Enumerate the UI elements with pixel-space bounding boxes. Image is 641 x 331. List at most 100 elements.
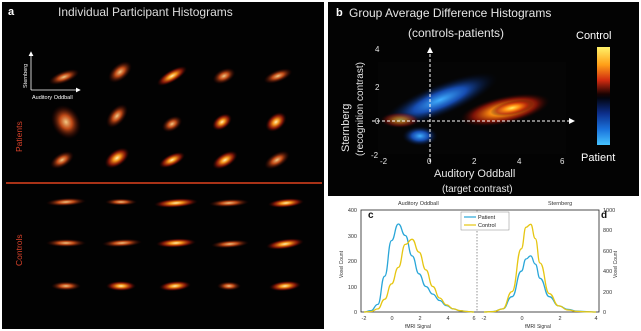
heatmap-negative-blob	[402, 126, 438, 146]
inset-x-axis-label: Auditory Oddball	[32, 95, 73, 101]
panel-d-ylabel: Voxel Count	[613, 250, 619, 278]
panel-b-subtitle: (controls-patients)	[408, 26, 504, 40]
panel-c-ytick: 400	[348, 208, 357, 214]
histogram-blob	[212, 67, 236, 85]
histogram-blob	[104, 147, 130, 169]
legend-patient-label: Patient	[478, 215, 496, 221]
group-label-patients: Patients	[14, 121, 24, 152]
panel-b-xlabel-line1: Auditory Oddball	[434, 168, 515, 180]
panel-d-ytick: 0	[603, 310, 606, 316]
panel-d-yticks: 0 200 400 600 800 1000	[603, 208, 615, 316]
histogram-blob	[265, 112, 287, 132]
group-label-controls: Controls	[14, 234, 24, 266]
histogram-blob	[102, 238, 142, 248]
panel-c-xtick: -2	[362, 316, 367, 322]
panel-b-ytick: 4	[375, 45, 380, 54]
panel-b-xtick: 6	[560, 157, 565, 166]
panel-b-ylabel-line2: (recognition contrast)	[355, 62, 366, 156]
panel-d-ytick: 800	[603, 228, 612, 234]
panel-b-letter: b	[336, 7, 343, 19]
panel-c-xtick: 4	[446, 316, 449, 322]
difference-heatmap	[378, 62, 566, 154]
colorbar-top-label: Control	[576, 30, 611, 42]
histogram-blob	[156, 66, 188, 86]
panel-b-xlabel-line2: (target contrast)	[442, 184, 513, 195]
colorbar	[597, 47, 610, 145]
histogram-blob	[212, 113, 232, 131]
histogram-blob	[264, 150, 290, 170]
histogram-blob	[154, 198, 198, 208]
inset-y-axis-label: Sternberg	[23, 64, 29, 88]
panel-d-control-curve	[483, 223, 597, 313]
panel-d-xtick: 0	[520, 316, 523, 322]
panel-c-yticks: 0 100 200 300 400	[348, 208, 357, 316]
panel-c-letter: c	[368, 210, 374, 221]
panel-c-xtick: 2	[418, 316, 421, 322]
panel-b-ytick: -2	[371, 151, 379, 160]
panel-b-ylabel-line1: Sternberg	[340, 104, 352, 152]
histogram-blob	[209, 198, 249, 208]
histogram-blob	[159, 280, 191, 292]
panel-c-control-curve	[363, 238, 475, 313]
heatmap-positive-core	[490, 99, 534, 117]
histogram-blob	[217, 281, 241, 291]
panel-b-xtick: -2	[380, 157, 388, 166]
panel-d-xtick: -2	[482, 316, 487, 322]
panel-c-ylabel: Voxel Count	[339, 250, 345, 278]
panel-c-patient-curve	[363, 223, 475, 313]
panel-c-xlabel: fMRI Signal	[405, 324, 431, 330]
panel-d-ytick: 400	[603, 269, 612, 275]
histogram-blob	[268, 198, 304, 208]
histogram-blob	[46, 197, 86, 207]
heatmap-positive-blob	[380, 112, 420, 128]
panel-cd-axes-frame	[360, 209, 600, 313]
panel-b-ytick: 0	[375, 117, 380, 126]
panel-c-ytick: 300	[348, 234, 357, 240]
histogram-blob	[106, 104, 128, 128]
panel-d-xlabel: fMRI Signal	[525, 324, 551, 330]
panel-a-letter: a	[8, 6, 15, 18]
legend-control-label: Control	[478, 223, 496, 229]
control-histograms	[46, 197, 304, 292]
histogram-blob	[269, 280, 301, 292]
panel-d-ytick: 600	[603, 249, 612, 255]
patient-histograms	[48, 61, 293, 170]
histogram-blob	[108, 61, 132, 83]
panel-c-ytick: 100	[348, 285, 357, 291]
histogram-blob	[159, 151, 185, 169]
panel-b-xtick: 2	[472, 157, 477, 166]
panel-b-xtick: 4	[517, 157, 522, 166]
panel-d-xtick: 2	[558, 316, 561, 322]
histogram-blob	[105, 198, 137, 206]
histogram-curves	[363, 223, 597, 313]
panel-d-xticks: -2 0 2 4	[482, 316, 598, 322]
panel-d-title: Sternberg	[548, 201, 572, 207]
panel-c-title: Auditory Oddball	[398, 201, 439, 207]
histogram-blob	[106, 281, 136, 291]
panel-c-ytick: 0	[354, 310, 357, 316]
panel-c-ytick: 200	[348, 259, 357, 265]
histogram-blob	[46, 239, 86, 247]
panel-d-patient-curve	[483, 255, 597, 313]
colorbar-bottom-label: Patient	[581, 152, 615, 164]
histogram-blob	[51, 281, 81, 291]
histogram-blob	[50, 151, 74, 169]
panel-b-ytick: 2	[375, 83, 380, 92]
panel-b-title: Group Average Difference Histograms	[349, 6, 551, 20]
panel-d-letter: d	[601, 210, 607, 221]
panel-c-xtick: 0	[390, 316, 393, 322]
histogram-blob	[156, 238, 196, 248]
histogram-blob	[48, 69, 80, 85]
panel-c-xticks: -2 0 2 4 6	[362, 316, 476, 322]
panel-c-xtick: 6	[472, 316, 475, 322]
histogram-blob	[211, 239, 249, 249]
histogram-blob	[50, 104, 82, 140]
legend: Patient Control	[460, 211, 510, 231]
histogram-blob	[266, 238, 304, 250]
panel-a-title: Individual Participant Histograms	[58, 5, 233, 19]
panel-d-xtick: 4	[594, 316, 597, 322]
histogram-blob	[212, 150, 238, 170]
histogram-blob	[263, 68, 293, 84]
panel-d-ytick: 1000	[603, 208, 615, 214]
